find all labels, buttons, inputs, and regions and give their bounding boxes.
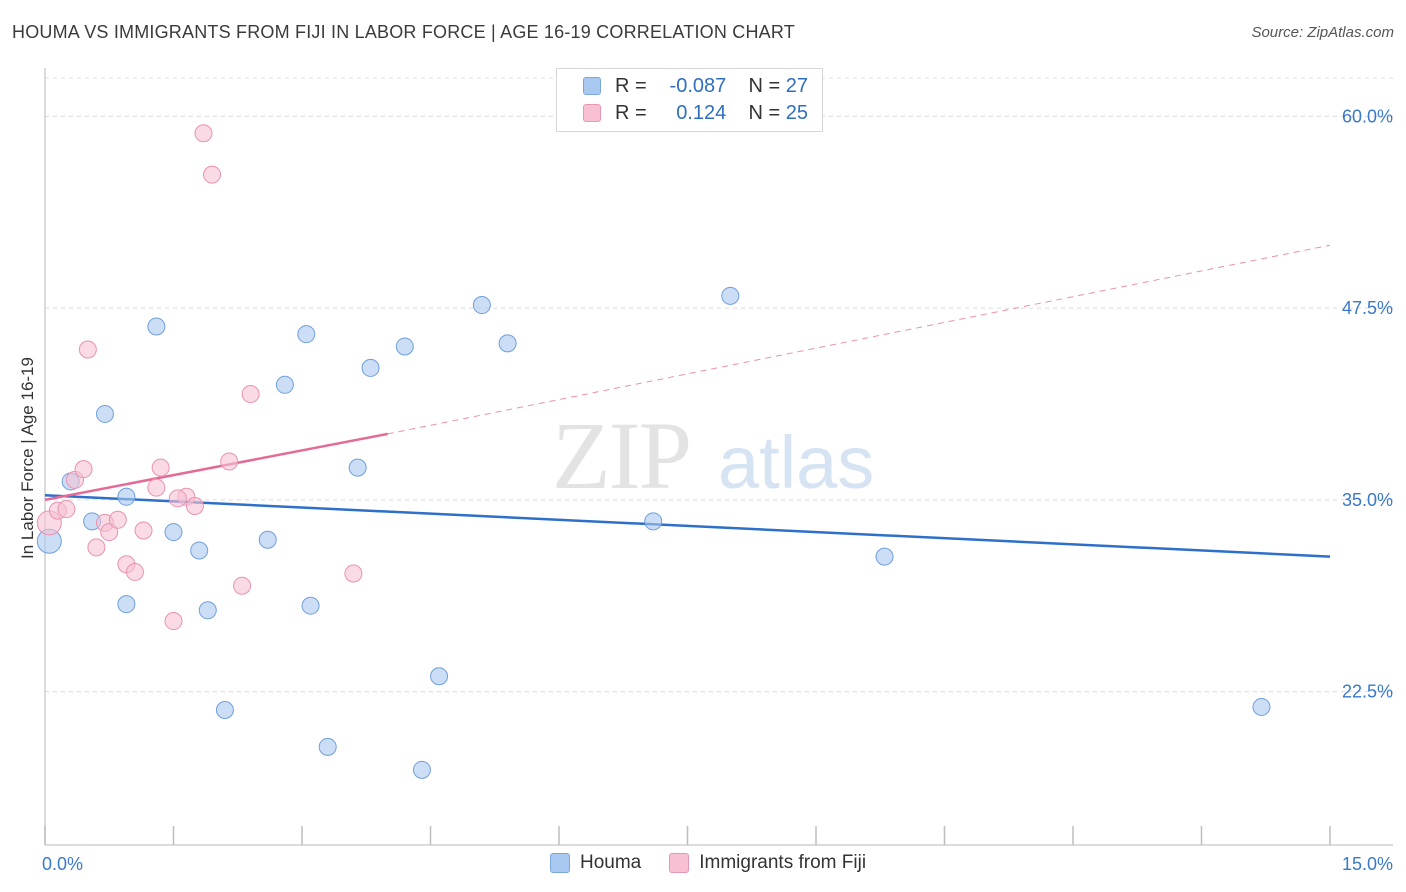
point-fiji-20 [233,576,252,595]
point-fiji-11 [134,521,153,540]
y-tick-label-1: 35.0% [1342,490,1393,510]
series-legend: Houma Immigrants from Fiji [550,852,894,874]
y-axis-label: In Labor Force | Age 16-19 [18,357,37,559]
watermark-zip: ZIP [552,402,690,509]
legend-r-value: 0.124 [676,101,727,124]
point-houma-12 [275,375,294,394]
point-houma-8 [190,541,209,560]
legend-n-label: N = [748,101,781,124]
watermark-atlas: atlas [718,421,874,504]
point-fiji-13 [151,458,170,477]
legend-n-label: N = [748,74,781,97]
legend-r-label: R = [615,74,647,97]
point-houma-13 [297,325,316,344]
correlation-legend: R = -0.087 N = 27 R = 0.124 N = 25 [556,68,823,132]
point-houma-3 [95,404,114,423]
y-tick-label-3: 60.0% [1342,106,1393,126]
y-tick-label-0: 22.5% [1342,682,1393,702]
point-houma-15 [318,737,337,756]
point-fiji-10 [125,562,144,581]
legend-r-value: -0.087 [669,74,727,97]
point-houma-9 [198,601,217,620]
legend-swatch-fiji [583,104,601,122]
chart-title: HOUMA VS IMMIGRANTS FROM FIJI IN LABOR F… [12,22,795,42]
point-fiji-23 [168,489,187,508]
point-houma-18 [395,337,414,356]
point-houma-24 [721,286,740,305]
point-fiji-12 [147,478,166,497]
point-houma-7 [164,523,183,542]
point-houma-25 [875,547,894,566]
point-houma-21 [472,296,491,315]
point-houma-5 [117,595,136,614]
point-houma-16 [348,458,367,477]
point-houma-17 [361,358,380,377]
trend-line-0 [44,493,1331,558]
legend-n-value: 27 [785,74,808,97]
trend-line-dashed-1 [387,244,1331,435]
series-legend-houma[interactable]: Houma [550,852,641,874]
point-fiji-4 [74,460,93,479]
x-tick-label-0: 0.0% [42,854,83,874]
point-houma-11 [258,530,277,549]
point-fiji-17 [194,124,213,143]
point-houma-4 [117,487,136,506]
point-fiji-8 [108,510,127,529]
point-fiji-5 [87,538,106,557]
point-fiji-14 [164,612,183,631]
point-houma-14 [301,596,320,615]
source-label: Source: ZipAtlas.com [1251,24,1394,41]
point-fiji-24 [78,340,97,359]
point-houma-22 [498,334,517,353]
point-fiji-18 [203,165,222,184]
series-legend-fiji[interactable]: Immigrants from Fiji [669,852,866,874]
y-tick-label-2: 47.5% [1342,298,1393,318]
point-houma-26 [1252,697,1271,716]
point-fiji-7 [100,523,119,542]
series-label-houma: Houma [580,852,642,873]
point-fiji-21 [241,385,260,404]
point-houma-6 [147,317,166,336]
series-swatch-houma [550,853,570,873]
point-houma-10 [215,701,234,720]
legend-n-value: 25 [785,101,808,124]
point-fiji-22 [344,564,363,583]
x-tick-label-1: 15.0% [1342,854,1393,874]
point-fiji-2 [57,500,76,519]
legend-r-label: R = [615,101,647,124]
point-houma-23 [644,512,663,531]
point-fiji-19 [220,452,239,471]
point-fiji-16 [185,496,204,515]
legend-row-houma: R = -0.087 N = 27 [583,74,808,98]
series-label-fiji: Immigrants from Fiji [699,852,867,873]
point-houma-19 [412,760,431,779]
series-swatch-fiji [669,853,690,873]
legend-swatch-houma [583,77,601,95]
point-houma-20 [430,667,449,686]
trend-line-1 [44,432,388,502]
legend-row-fiji: R = 0.124 N = 25 [583,101,808,125]
